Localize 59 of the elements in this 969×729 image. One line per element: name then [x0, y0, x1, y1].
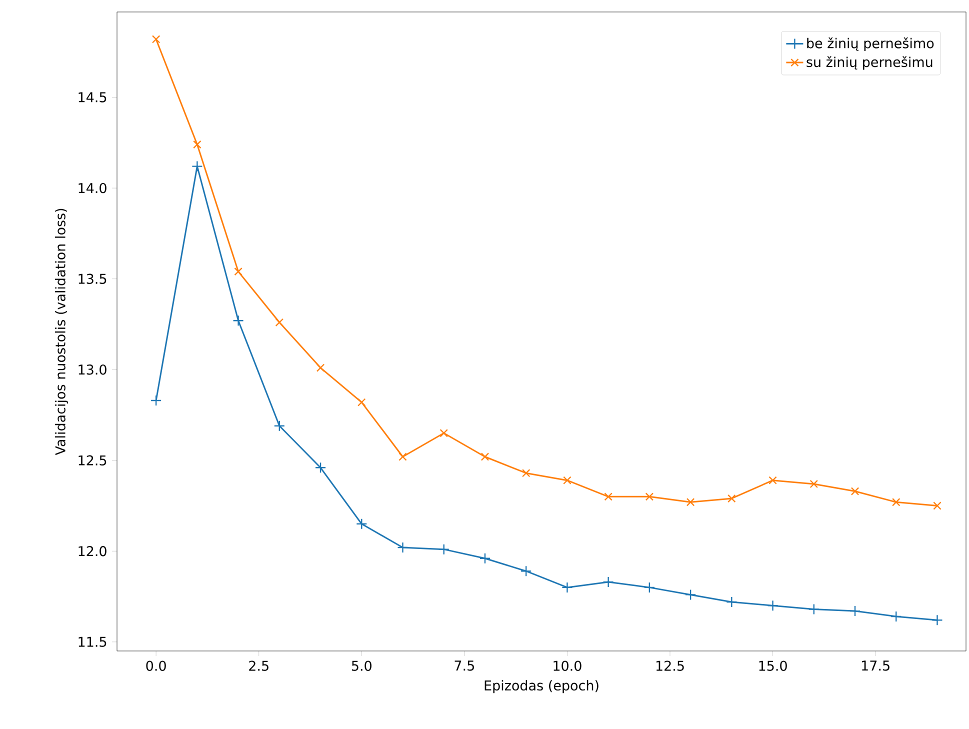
y-tick-label: 13.0: [78, 364, 106, 375]
point: [932, 614, 943, 626]
point: [767, 600, 778, 612]
point: [480, 452, 490, 461]
point: [562, 582, 573, 594]
point: [644, 582, 656, 594]
y-tick-label: 12.5: [78, 455, 106, 466]
point: [522, 468, 530, 478]
x-tick-label: 7.5: [454, 660, 474, 671]
point: [398, 452, 407, 461]
point: [438, 544, 450, 555]
y-tick-label: 14.5: [78, 92, 106, 102]
point: [684, 589, 696, 600]
x-tick-label: 17.5: [862, 660, 890, 671]
x-tick-label: 0.0: [146, 660, 166, 671]
point: [563, 476, 572, 484]
point: [479, 552, 491, 564]
point: [933, 502, 942, 510]
point: [358, 398, 366, 406]
point: [152, 35, 160, 44]
point: [274, 420, 286, 432]
y-tick-label: 11.5: [78, 636, 106, 647]
x-tick-label: 5.0: [352, 660, 372, 671]
point: [520, 566, 532, 577]
legend-label: be žinių pernešimo: [807, 37, 934, 51]
point: [810, 480, 818, 488]
y-tick-label: 13.5: [78, 274, 106, 284]
x-tick-label: 2.5: [249, 660, 268, 671]
point: [728, 494, 736, 503]
x-axis-title: Epizodas (epoch): [484, 680, 598, 694]
y-tick-label: 12.0: [78, 546, 106, 556]
point: [808, 604, 820, 615]
point: [602, 576, 614, 588]
point: [397, 542, 408, 554]
point: [604, 492, 612, 501]
point: [686, 498, 695, 506]
y-tick-label: 14.0: [78, 182, 106, 194]
x-tick-label: 15.0: [759, 660, 787, 671]
legend-label: su žinių pernešimu: [806, 56, 932, 70]
x-tick-label: 12.5: [656, 660, 684, 671]
point: [275, 318, 284, 327]
point: [316, 364, 325, 372]
point: [892, 498, 900, 506]
point: [850, 487, 860, 496]
point: [356, 518, 368, 530]
x-tick-label: 10.0: [554, 660, 582, 671]
point: [234, 267, 242, 276]
y-axis-title: Validacijos nuostolis (validation loss): [54, 208, 68, 456]
point: [768, 476, 777, 484]
point: [232, 314, 244, 326]
point: [150, 394, 162, 406]
point: [890, 610, 902, 622]
point: [192, 160, 203, 172]
point: [440, 429, 448, 438]
point: [645, 492, 654, 501]
point: [849, 605, 861, 617]
point: [193, 140, 202, 149]
point: [314, 462, 326, 474]
point: [726, 596, 738, 608]
